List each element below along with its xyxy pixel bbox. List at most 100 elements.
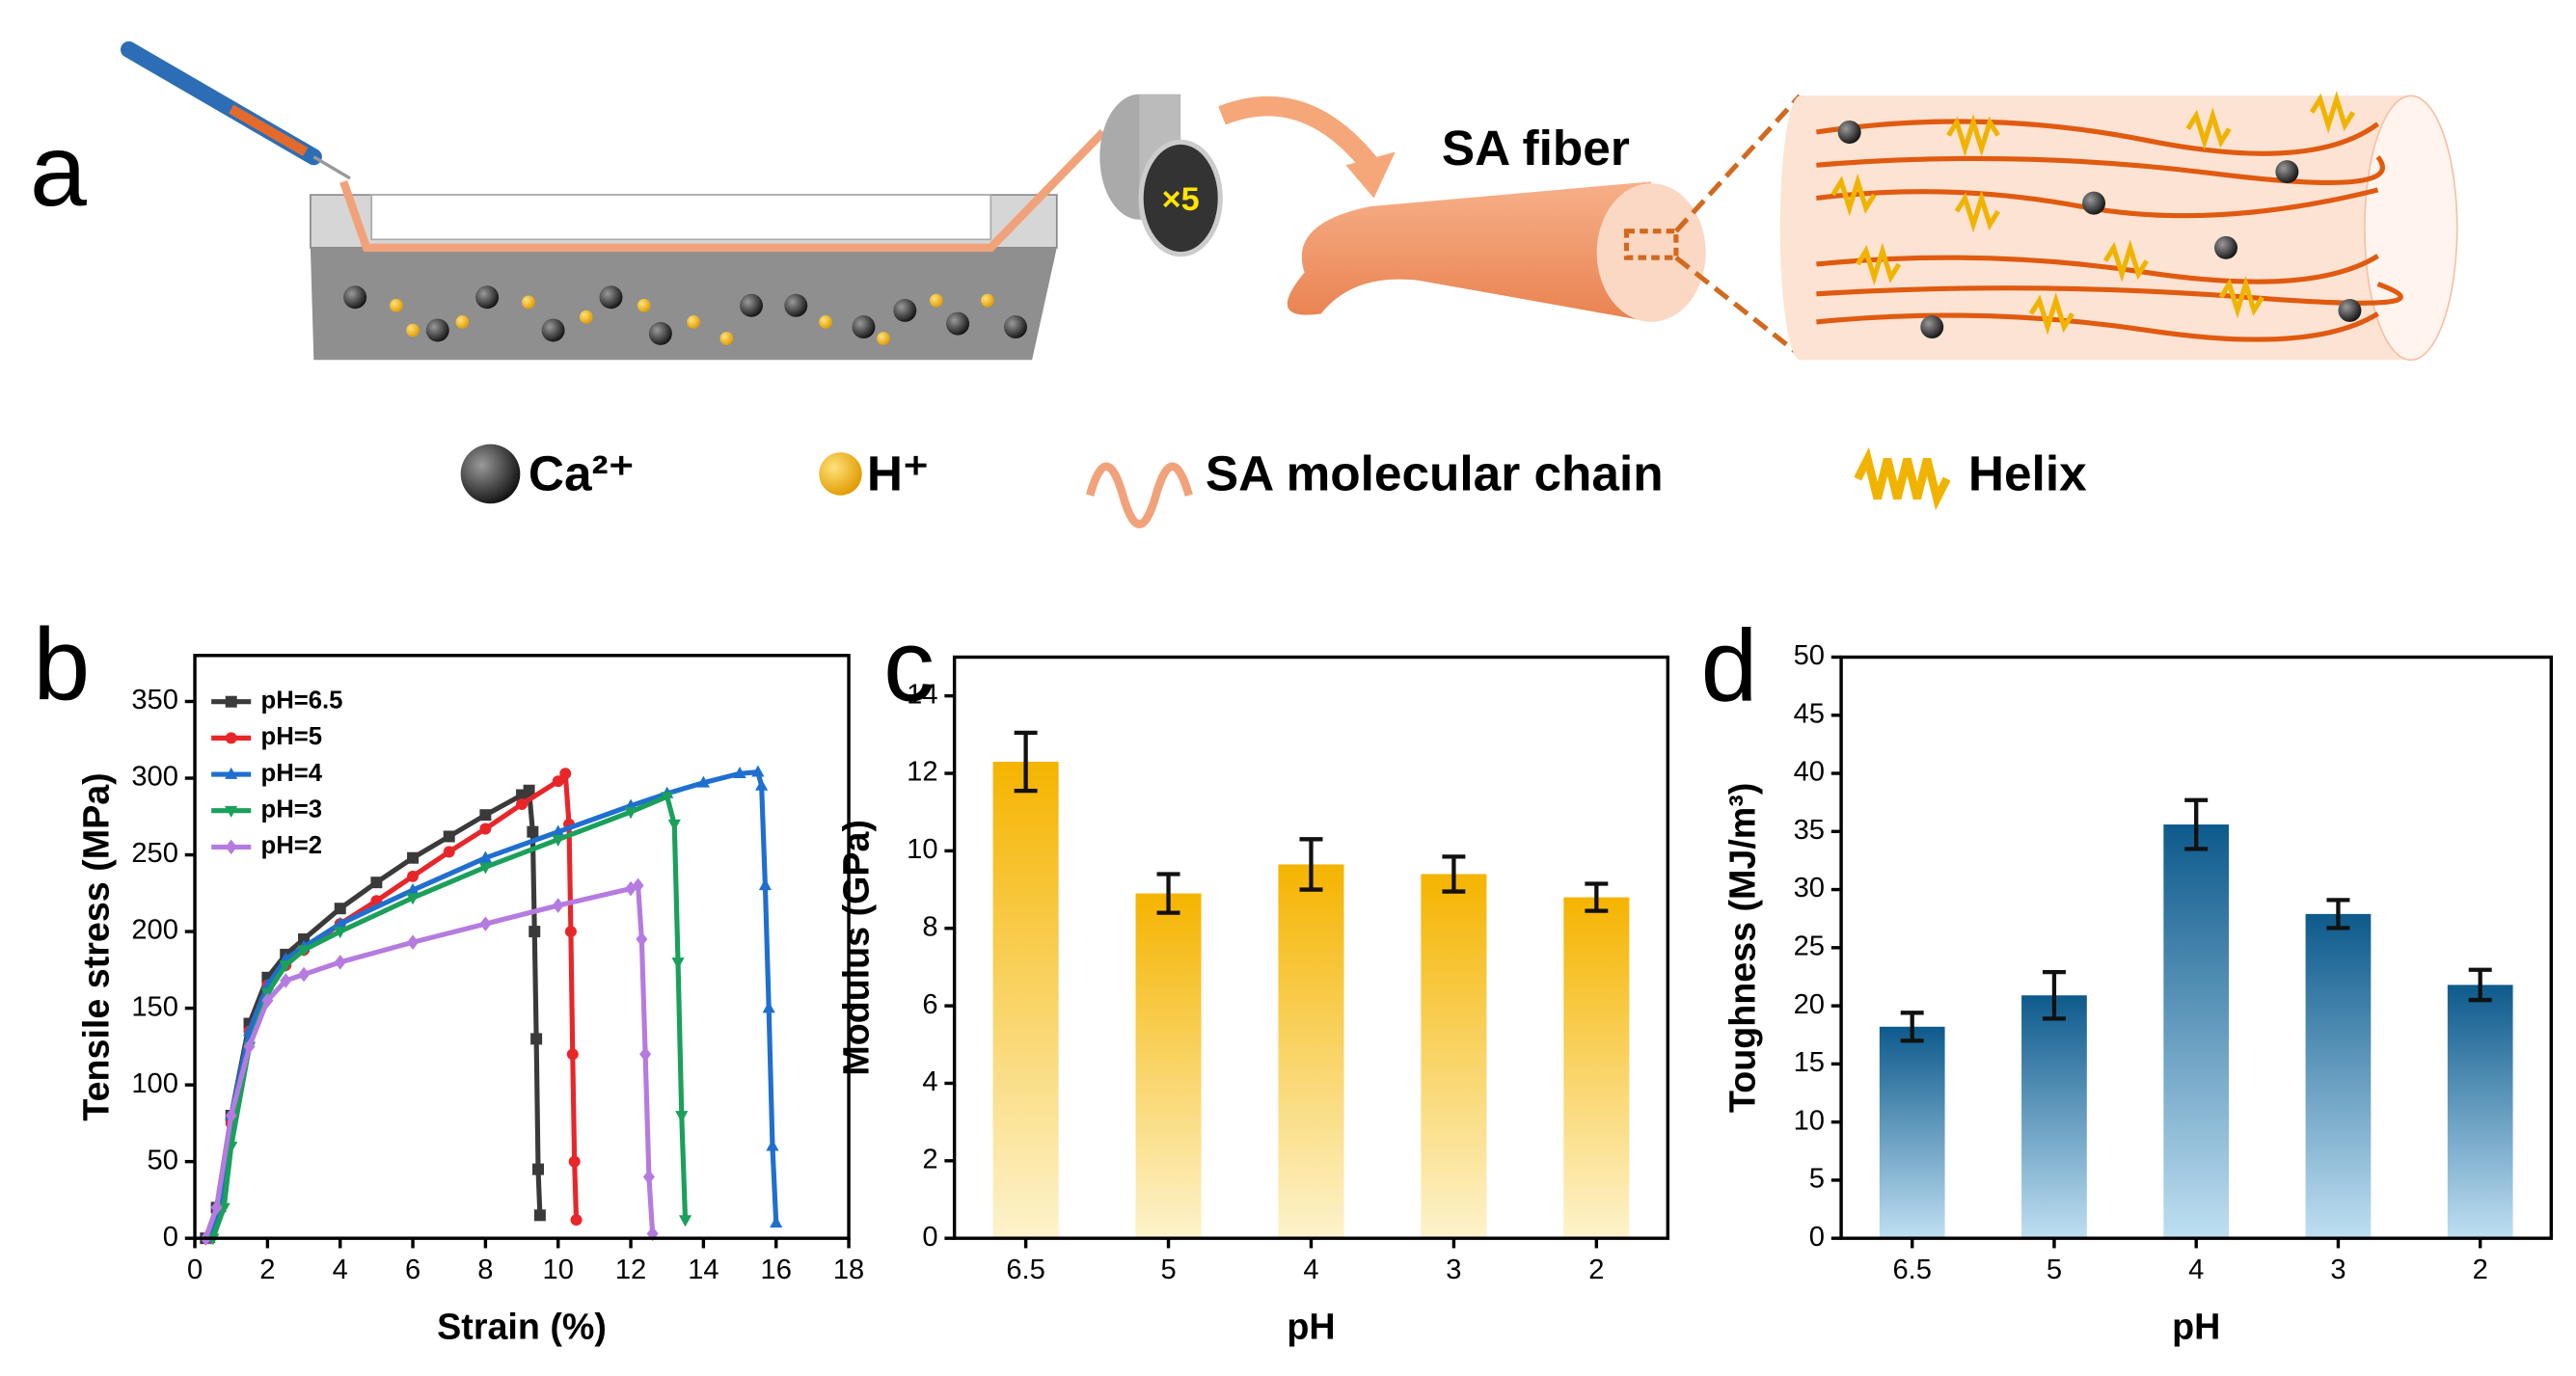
chart: c 0 2 4 6 8 10 12 14 pH Modulus (GPa) 6.5 5 4 3 2 — [835, 609, 1670, 1346]
panel-label: b — [33, 607, 90, 721]
legend-label: pH=4 — [261, 760, 323, 787]
fiber — [1287, 181, 1652, 322]
x-tick-label: 2 — [2473, 1255, 2488, 1285]
x-tick-label: 18 — [833, 1255, 864, 1285]
legend-label: pH=2 — [261, 832, 323, 859]
data-point — [552, 775, 564, 788]
data-point — [280, 973, 292, 988]
error-bar — [2468, 967, 2492, 1003]
data-point — [632, 877, 644, 894]
data-point — [766, 1139, 779, 1151]
data-point — [478, 862, 492, 875]
data-point — [770, 1216, 783, 1228]
y-tick-label: 350 — [131, 685, 178, 715]
legend-marker — [225, 839, 237, 855]
data-point — [479, 809, 492, 822]
y-tick-label: 12 — [907, 757, 937, 788]
data-point — [624, 807, 637, 820]
error-bar — [1900, 1011, 1924, 1043]
data-point — [261, 992, 274, 1009]
x-tick-label: 6 — [405, 1255, 420, 1285]
roller-label: ×5 — [1162, 181, 1200, 218]
y-tick-label: 0 — [163, 1222, 178, 1253]
data-point — [639, 1046, 652, 1063]
series-line — [203, 881, 656, 1240]
y-tick-label: 15 — [1794, 1047, 1825, 1078]
panel-label: c — [883, 609, 935, 723]
data-point — [530, 1033, 543, 1045]
x-tick-label: 3 — [2330, 1255, 2346, 1285]
data-point — [479, 823, 492, 835]
data-point — [516, 798, 529, 811]
y-tick-label: 0 — [1809, 1222, 1825, 1253]
data-point — [370, 877, 383, 889]
panel-label: d — [1701, 609, 1758, 723]
data-point — [243, 1017, 256, 1030]
error-bar — [1156, 872, 1180, 915]
legend-marker — [225, 805, 238, 818]
data-point — [443, 846, 455, 858]
legend-label: pH=6.5 — [261, 687, 343, 714]
data-point — [334, 903, 346, 915]
y-tick-label: 10 — [907, 834, 937, 865]
error-bar — [1014, 730, 1038, 794]
x-axis-title: pH — [1287, 1306, 1335, 1346]
y-tick-label: 2 — [922, 1144, 937, 1174]
y-tick-label: 35 — [1794, 815, 1825, 846]
data-point — [334, 916, 347, 929]
data-point — [758, 878, 773, 891]
data-point — [334, 955, 346, 970]
data-point — [671, 958, 685, 970]
data-point — [667, 819, 681, 831]
y-tick-label: 50 — [148, 1145, 178, 1175]
x-tick-label: 4 — [2188, 1255, 2204, 1285]
data-point — [298, 966, 311, 983]
error-bar — [1585, 881, 1609, 913]
data-point — [559, 768, 572, 780]
data-point — [279, 960, 292, 973]
data-point — [661, 792, 674, 804]
y-axis-title: Modulus (GPa) — [835, 820, 876, 1076]
zoom-box — [1623, 229, 1679, 260]
y-tick-label: 6 — [922, 989, 937, 1020]
x-tick-label: 12 — [615, 1255, 646, 1285]
y-tick-label: 25 — [1794, 931, 1825, 962]
data-point — [762, 1001, 775, 1013]
bar — [1421, 874, 1487, 1239]
x-tick-label: 5 — [1160, 1255, 1176, 1285]
data-point — [751, 765, 765, 777]
x-tick-label: 10 — [543, 1255, 574, 1285]
data-point — [564, 926, 577, 938]
data-point — [406, 893, 420, 905]
roller: ×5 — [1099, 94, 1223, 257]
series-line — [210, 793, 689, 1240]
data-point — [407, 851, 420, 864]
y-tick-label: 10 — [1794, 1105, 1825, 1136]
schematic-legend: Ca²⁺ H⁺ SA molecular chain Helix — [460, 444, 2087, 528]
data-point — [678, 1215, 692, 1228]
syringe — [120, 40, 351, 180]
y-axis-title: Tensile stress (MPa) — [76, 772, 117, 1120]
x-tick-label: 2 — [1588, 1255, 1604, 1285]
error-bar — [2326, 898, 2350, 931]
data-point — [297, 945, 311, 958]
x-tick-label: 6.5 — [1892, 1255, 1931, 1285]
error-bar — [1442, 854, 1466, 894]
data-point — [552, 824, 565, 837]
y-tick-label: 200 — [131, 915, 178, 946]
x-tick-label: 16 — [761, 1255, 792, 1285]
error-bar — [1299, 837, 1323, 892]
legend-marker — [225, 695, 237, 708]
legend-label: SA molecular chain — [1206, 445, 1664, 500]
data-point — [298, 933, 311, 946]
axes-frame — [952, 655, 1670, 1240]
legend-label: pH=5 — [261, 723, 323, 750]
arrow — [1218, 95, 1379, 172]
panel-label: a — [30, 114, 88, 228]
y-tick-label: 100 — [131, 1068, 178, 1099]
axes-frame — [1839, 655, 2554, 1240]
y-tick-label: 5 — [1809, 1164, 1825, 1195]
data-point — [210, 1200, 223, 1216]
data-point — [552, 898, 564, 913]
